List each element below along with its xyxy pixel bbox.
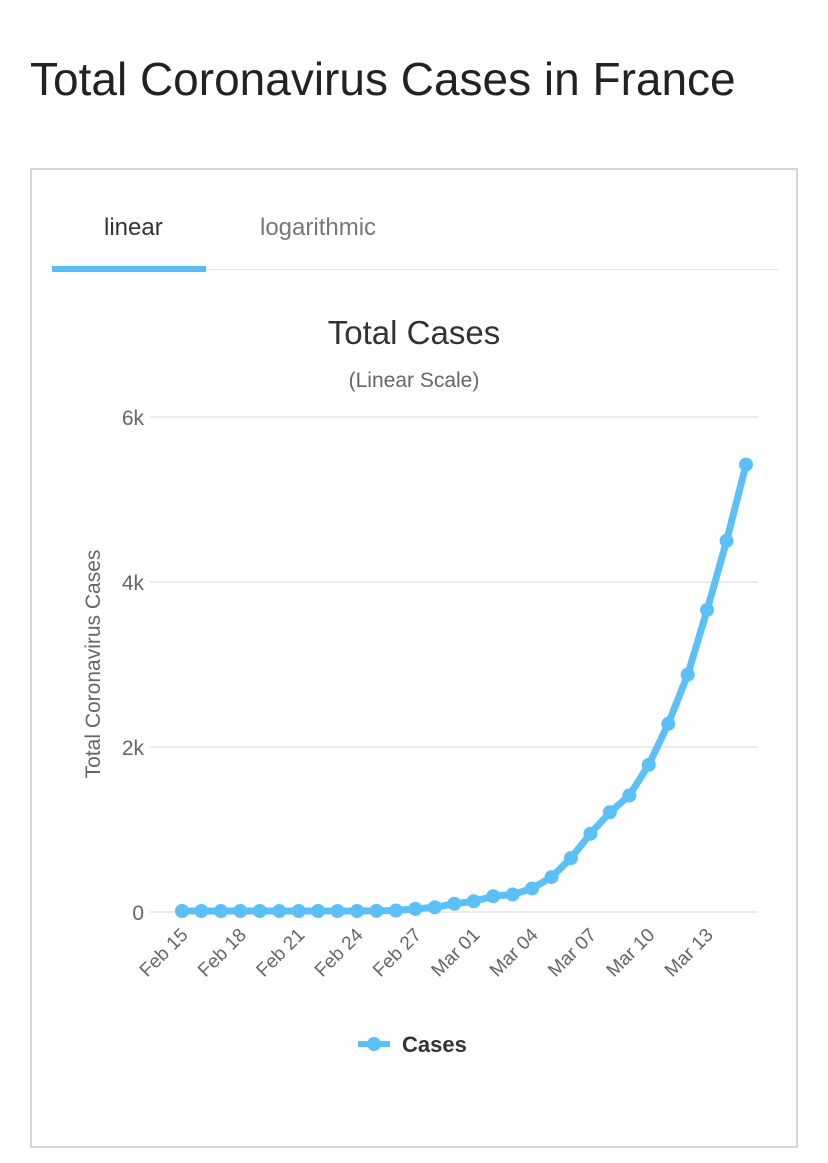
legend-marker-dot [367, 1037, 381, 1051]
x-tick-label: Feb 18 [194, 925, 251, 982]
data-point[interactable] [719, 533, 734, 548]
data-point[interactable] [194, 904, 209, 919]
tab-linear[interactable]: linear [104, 214, 163, 241]
data-point[interactable] [350, 904, 365, 919]
data-point[interactable] [369, 903, 384, 918]
series-line-cases [178, 461, 750, 915]
data-point[interactable] [563, 851, 578, 866]
data-point[interactable] [505, 887, 520, 902]
x-tick-label: Feb 15 [136, 925, 193, 982]
data-point[interactable] [544, 870, 559, 885]
x-tick-label: Feb 27 [369, 925, 426, 982]
chart-title: Total Cases [328, 314, 500, 351]
data-point[interactable] [486, 889, 501, 904]
scale-tabs: linear logarithmic [52, 170, 778, 272]
data-point[interactable] [602, 805, 617, 820]
y-tick-label: 6k [122, 407, 145, 430]
data-point[interactable] [622, 788, 637, 803]
data-point[interactable] [583, 826, 598, 841]
data-point[interactable] [213, 904, 228, 919]
data-point[interactable] [233, 904, 248, 919]
data-point[interactable] [175, 904, 189, 919]
x-tick-label: Feb 24 [311, 924, 368, 981]
data-point[interactable] [700, 602, 715, 617]
y-tick-label: 2k [122, 737, 145, 760]
data-point[interactable] [447, 896, 462, 911]
y-tick-label: 0 [132, 902, 144, 925]
page-title: Total Coronavirus Cases in France [30, 53, 736, 105]
y-tick-label: 4k [122, 572, 145, 595]
x-tick-label: Mar 07 [544, 925, 601, 982]
data-point[interactable] [739, 457, 753, 472]
data-point[interactable] [388, 903, 403, 918]
data-point[interactable] [641, 757, 656, 772]
x-tick-label: Feb 21 [253, 925, 310, 982]
data-point[interactable] [408, 901, 423, 916]
data-point[interactable] [291, 904, 306, 919]
line-chart: Total Cases (Linear Scale) Total Coronav… [82, 314, 758, 1057]
tab-logarithmic[interactable]: logarithmic [260, 214, 377, 241]
data-point[interactable] [466, 894, 481, 909]
data-point[interactable] [272, 904, 287, 919]
chart-card: linear logarithmic Total Cases (Linear S… [30, 168, 798, 1148]
active-tab-indicator [52, 266, 206, 272]
legend-label-cases: Cases [402, 1032, 467, 1057]
y-axis-label: Total Coronavirus Cases [82, 550, 105, 779]
data-point[interactable] [661, 716, 676, 731]
data-point[interactable] [427, 900, 442, 915]
data-point[interactable] [330, 904, 345, 919]
data-point[interactable] [252, 904, 267, 919]
data-point[interactable] [311, 904, 326, 919]
data-point[interactable] [680, 667, 695, 682]
x-tick-label: Mar 10 [603, 925, 660, 982]
data-point[interactable] [525, 881, 540, 896]
x-tick-label: Mar 01 [428, 925, 485, 982]
x-tick-label: Mar 04 [486, 924, 543, 981]
chart-subtitle: (Linear Scale) [349, 369, 480, 392]
legend[interactable]: Cases [358, 1032, 467, 1057]
x-tick-label: Mar 13 [661, 925, 718, 982]
